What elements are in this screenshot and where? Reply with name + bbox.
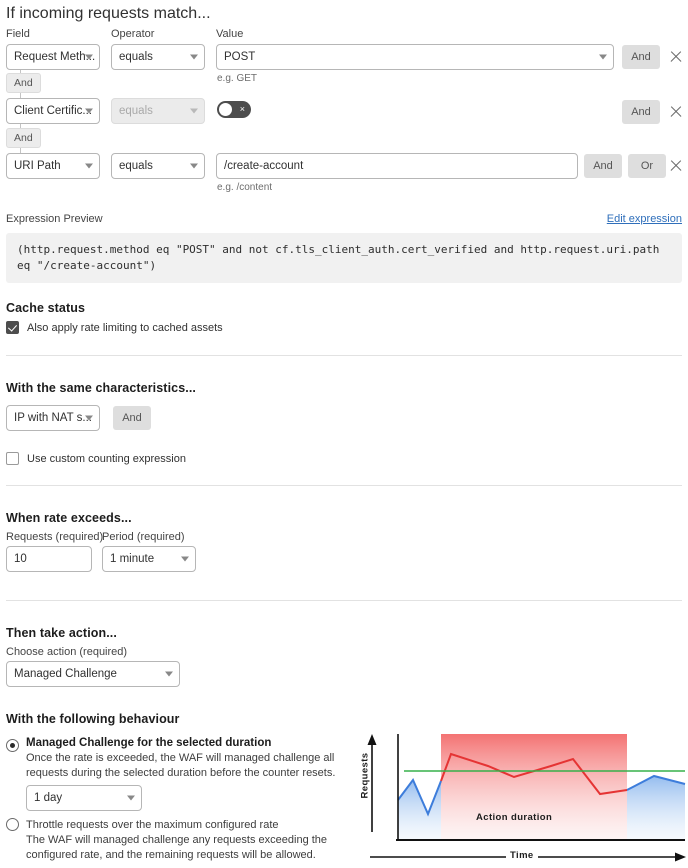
action-select[interactable]: Managed Challenge — [6, 661, 180, 687]
chart-annotation-action-duration: Action duration — [476, 812, 553, 823]
and-button-row-1[interactable]: And — [622, 45, 660, 69]
toggle-x-icon: × — [239, 104, 245, 114]
period-select[interactable]: 1 minute — [102, 546, 196, 572]
chart-y-axis-label: Requests — [359, 752, 371, 799]
value-input-row-3[interactable]: /create-account — [216, 153, 578, 179]
operator-select-row-2: equals — [111, 98, 205, 124]
y-axis-arrow-head — [367, 734, 377, 745]
group-and-chip-1[interactable]: And — [6, 73, 41, 93]
chart-x-axis-label: Time — [506, 850, 538, 861]
custom-counting-checkbox[interactable] — [6, 452, 19, 465]
cached-assets-checkbox-row[interactable]: Also apply rate limiting to cached asset… — [6, 321, 223, 334]
characteristics-and-button[interactable]: And — [113, 406, 151, 430]
chevron-down-icon — [165, 671, 173, 677]
value-hint-row-1: e.g. GET — [217, 73, 258, 84]
operator-select-row-2-label: equals — [119, 105, 153, 117]
or-button-row-3[interactable]: Or — [628, 154, 666, 178]
operator-select-row-3-label: equals — [119, 160, 153, 172]
behaviour-section-title: With the following behaviour — [6, 712, 180, 726]
chevron-down-icon — [85, 415, 93, 421]
action-duration-select-label: 1 day — [34, 792, 63, 804]
operator-select-row-1[interactable]: equals — [111, 44, 205, 70]
behaviour-radio-throttle[interactable] — [6, 818, 19, 831]
cached-assets-checkbox[interactable] — [6, 321, 19, 334]
divider-1 — [6, 355, 682, 356]
chevron-down-icon — [190, 108, 198, 114]
group-and-chip-2[interactable]: And — [6, 128, 41, 148]
cache-status-title: Cache status — [6, 301, 86, 315]
characteristic-select-label: IP with NAT s... — [14, 412, 92, 424]
requests-input[interactable]: 10 — [6, 546, 92, 572]
period-select-label: 1 minute — [110, 553, 155, 565]
series-line-below-threshold-right — [626, 774, 686, 791]
behaviour-radio-managed-challenge[interactable] — [6, 739, 19, 752]
behaviour-option-1-title: Managed Challenge for the selected durat… — [26, 737, 272, 749]
action-duration-select[interactable]: 1 day — [26, 785, 142, 811]
chart-svg — [367, 734, 686, 862]
edit-expression-link[interactable]: Edit expression — [606, 213, 682, 225]
and-button-row-3[interactable]: And — [584, 154, 622, 178]
behaviour-option-managed-challenge[interactable]: Managed Challenge for the selected durat… — [26, 737, 348, 781]
period-label: Period (required) — [102, 531, 185, 543]
value-hint-row-3: e.g. /content — [217, 182, 273, 193]
field-select-row-3-label: URI Path — [14, 160, 61, 172]
match-section-title: If incoming requests match... — [6, 5, 211, 22]
series-line-below-threshold-left — [397, 778, 442, 817]
rate-limiting-illustration-chart: Requests Time Action duration — [358, 728, 688, 868]
divider-2 — [6, 485, 682, 486]
and-button-row-2[interactable]: And — [622, 100, 660, 124]
value-select-row-1-label: POST — [224, 51, 256, 63]
chevron-down-icon — [190, 54, 198, 60]
characteristics-title: With the same characteristics... — [6, 381, 196, 395]
action-select-label: Managed Challenge — [14, 668, 117, 680]
field-select-row-1-label: Request Meth... — [14, 51, 96, 63]
chevron-down-icon — [190, 163, 198, 169]
series-area-right — [627, 776, 685, 840]
operator-select-row-1-label: equals — [119, 51, 153, 63]
characteristic-select[interactable]: IP with NAT s... — [6, 405, 100, 431]
custom-counting-label: Use custom counting expression — [27, 452, 186, 465]
divider-3 — [6, 600, 682, 601]
field-select-row-3[interactable]: URI Path — [6, 153, 100, 179]
chevron-down-icon — [85, 54, 93, 60]
column-header-field: Field — [6, 28, 30, 40]
behaviour-option-throttle[interactable]: Throttle requests over the maximum confi… — [26, 818, 348, 863]
choose-action-label: Choose action (required) — [6, 646, 128, 658]
action-section-title: Then take action... — [6, 626, 117, 640]
chevron-down-icon — [599, 54, 607, 60]
x-axis-arrow-head — [675, 852, 686, 862]
chevron-down-icon — [85, 163, 93, 169]
field-select-row-2-label: Client Certific... — [14, 105, 92, 117]
field-select-row-2[interactable]: Client Certific... — [6, 98, 100, 124]
rate-section-title: When rate exceeds... — [6, 511, 132, 525]
cert-verified-toggle[interactable]: × — [217, 101, 251, 118]
cached-assets-checkbox-label: Also apply rate limiting to cached asset… — [27, 321, 223, 334]
field-select-row-1[interactable]: Request Meth... — [6, 44, 100, 70]
operator-select-row-3[interactable]: equals — [111, 153, 205, 179]
custom-counting-checkbox-row[interactable]: Use custom counting expression — [6, 452, 186, 465]
behaviour-option-2-description: The WAF will managed challenge any reque… — [26, 833, 328, 861]
chevron-down-icon — [127, 795, 135, 801]
toggle-knob — [219, 103, 232, 116]
value-select-row-1[interactable]: POST — [216, 44, 614, 70]
chevron-down-icon — [85, 108, 93, 114]
behaviour-option-2-title: Throttle requests over the maximum confi… — [26, 819, 279, 831]
requests-label: Requests (required) — [6, 531, 104, 543]
column-header-value: Value — [216, 28, 244, 40]
remove-row-3-close-icon[interactable] — [668, 158, 684, 174]
row-connector-1b — [20, 93, 21, 99]
series-area-left — [398, 780, 441, 840]
row-connector-2b — [20, 148, 21, 154]
behaviour-option-1-description: Once the rate is exceeded, the WAF will … — [26, 752, 336, 779]
chevron-down-icon — [181, 556, 189, 562]
expression-preview-text: (http.request.method eq "POST" and not c… — [6, 233, 682, 283]
action-duration-band — [441, 734, 627, 840]
remove-row-1-close-icon[interactable] — [668, 49, 684, 65]
remove-row-2-close-icon[interactable] — [668, 104, 684, 120]
expression-preview-label: Expression Preview — [6, 213, 103, 225]
column-header-operator: Operator — [111, 28, 155, 40]
